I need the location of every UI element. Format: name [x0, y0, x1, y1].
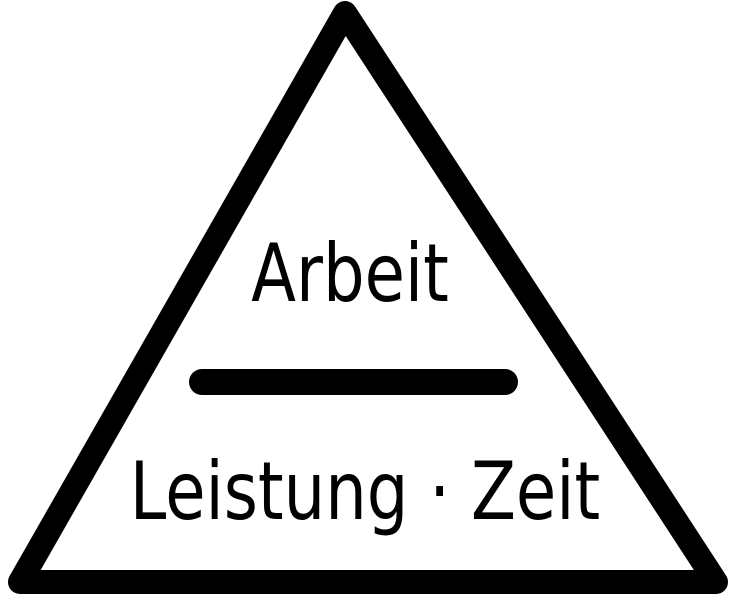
numerator-label: Arbeit	[251, 228, 449, 321]
denominator-label: Leistung · Zeit	[130, 446, 600, 539]
triangle-outline	[8, 1, 728, 594]
